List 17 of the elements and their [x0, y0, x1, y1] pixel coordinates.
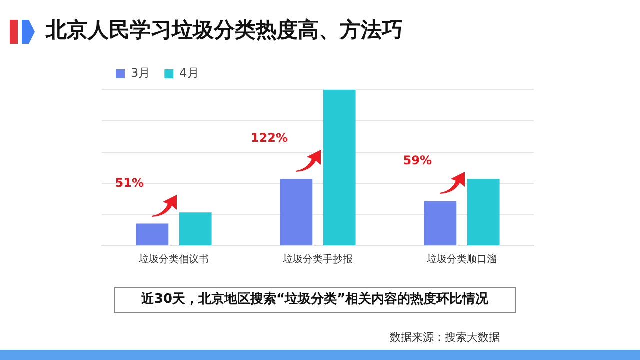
bar	[323, 90, 356, 246]
x-tick-label: 垃圾分类顺口溜	[426, 254, 497, 266]
bar	[424, 201, 457, 246]
source-note: 数据来源：搜索大数据	[390, 330, 500, 345]
annotation: 59%	[403, 154, 432, 168]
legend-label: 3月	[131, 66, 151, 80]
x-tick-label: 垃圾分类手抄报	[282, 254, 353, 266]
bar	[467, 179, 500, 246]
bar	[179, 212, 212, 246]
annotation: 51%	[115, 176, 144, 190]
text: 近30天，北京地区搜索“垃圾分类”相关内容的热度环比情况	[114, 287, 516, 313]
bar	[136, 224, 169, 246]
chart-title: 北京人民学习垃圾分类热度高、方法巧	[46, 17, 403, 44]
bar	[280, 179, 313, 246]
x-tick-label: 垃圾分类倡议书	[138, 254, 209, 266]
annotation: 122%	[250, 131, 288, 146]
legend-label: 4月	[180, 66, 200, 80]
